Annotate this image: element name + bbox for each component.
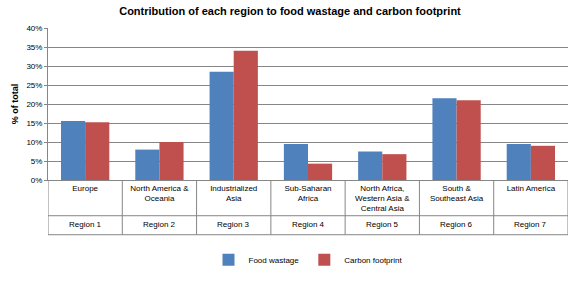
svg-text:Latin America: Latin America (507, 184, 556, 193)
svg-text:10%: 10% (26, 138, 42, 147)
svg-text:5%: 5% (31, 157, 43, 166)
svg-text:0%: 0% (31, 176, 43, 185)
svg-text:15%: 15% (26, 119, 42, 128)
svg-text:Region 6: Region 6 (440, 220, 473, 229)
svg-text:35%: 35% (26, 43, 42, 52)
svg-text:Contribution of each region to: Contribution of each region to food wast… (119, 5, 461, 17)
svg-text:North America &Oceania: North America &Oceania (130, 184, 189, 203)
svg-text:40%: 40% (26, 24, 42, 33)
svg-text:Carbon footprint: Carbon footprint (344, 256, 402, 265)
svg-text:Region 4: Region 4 (292, 220, 325, 229)
svg-text:25%: 25% (26, 81, 42, 90)
svg-text:Europe: Europe (72, 184, 98, 193)
svg-text:Region 7: Region 7 (514, 220, 547, 229)
svg-text:Food wastage: Food wastage (249, 256, 300, 265)
svg-text:Region 5: Region 5 (366, 220, 399, 229)
svg-text:Region 2: Region 2 (143, 220, 176, 229)
svg-text:Sub-SaharanAfrica: Sub-SaharanAfrica (284, 184, 331, 203)
svg-text:IndustrializedAsia: IndustrializedAsia (210, 184, 257, 203)
svg-text:30%: 30% (26, 62, 42, 71)
svg-text:% of total: % of total (10, 84, 20, 125)
svg-text:Region 1: Region 1 (69, 220, 102, 229)
svg-text:20%: 20% (26, 100, 42, 109)
svg-text:North Africa,Western Asia &Cen: North Africa,Western Asia &Central Asia (355, 184, 410, 214)
svg-text:Region 3: Region 3 (217, 220, 250, 229)
svg-text:South &Southeast Asia: South &Southeast Asia (430, 184, 484, 203)
